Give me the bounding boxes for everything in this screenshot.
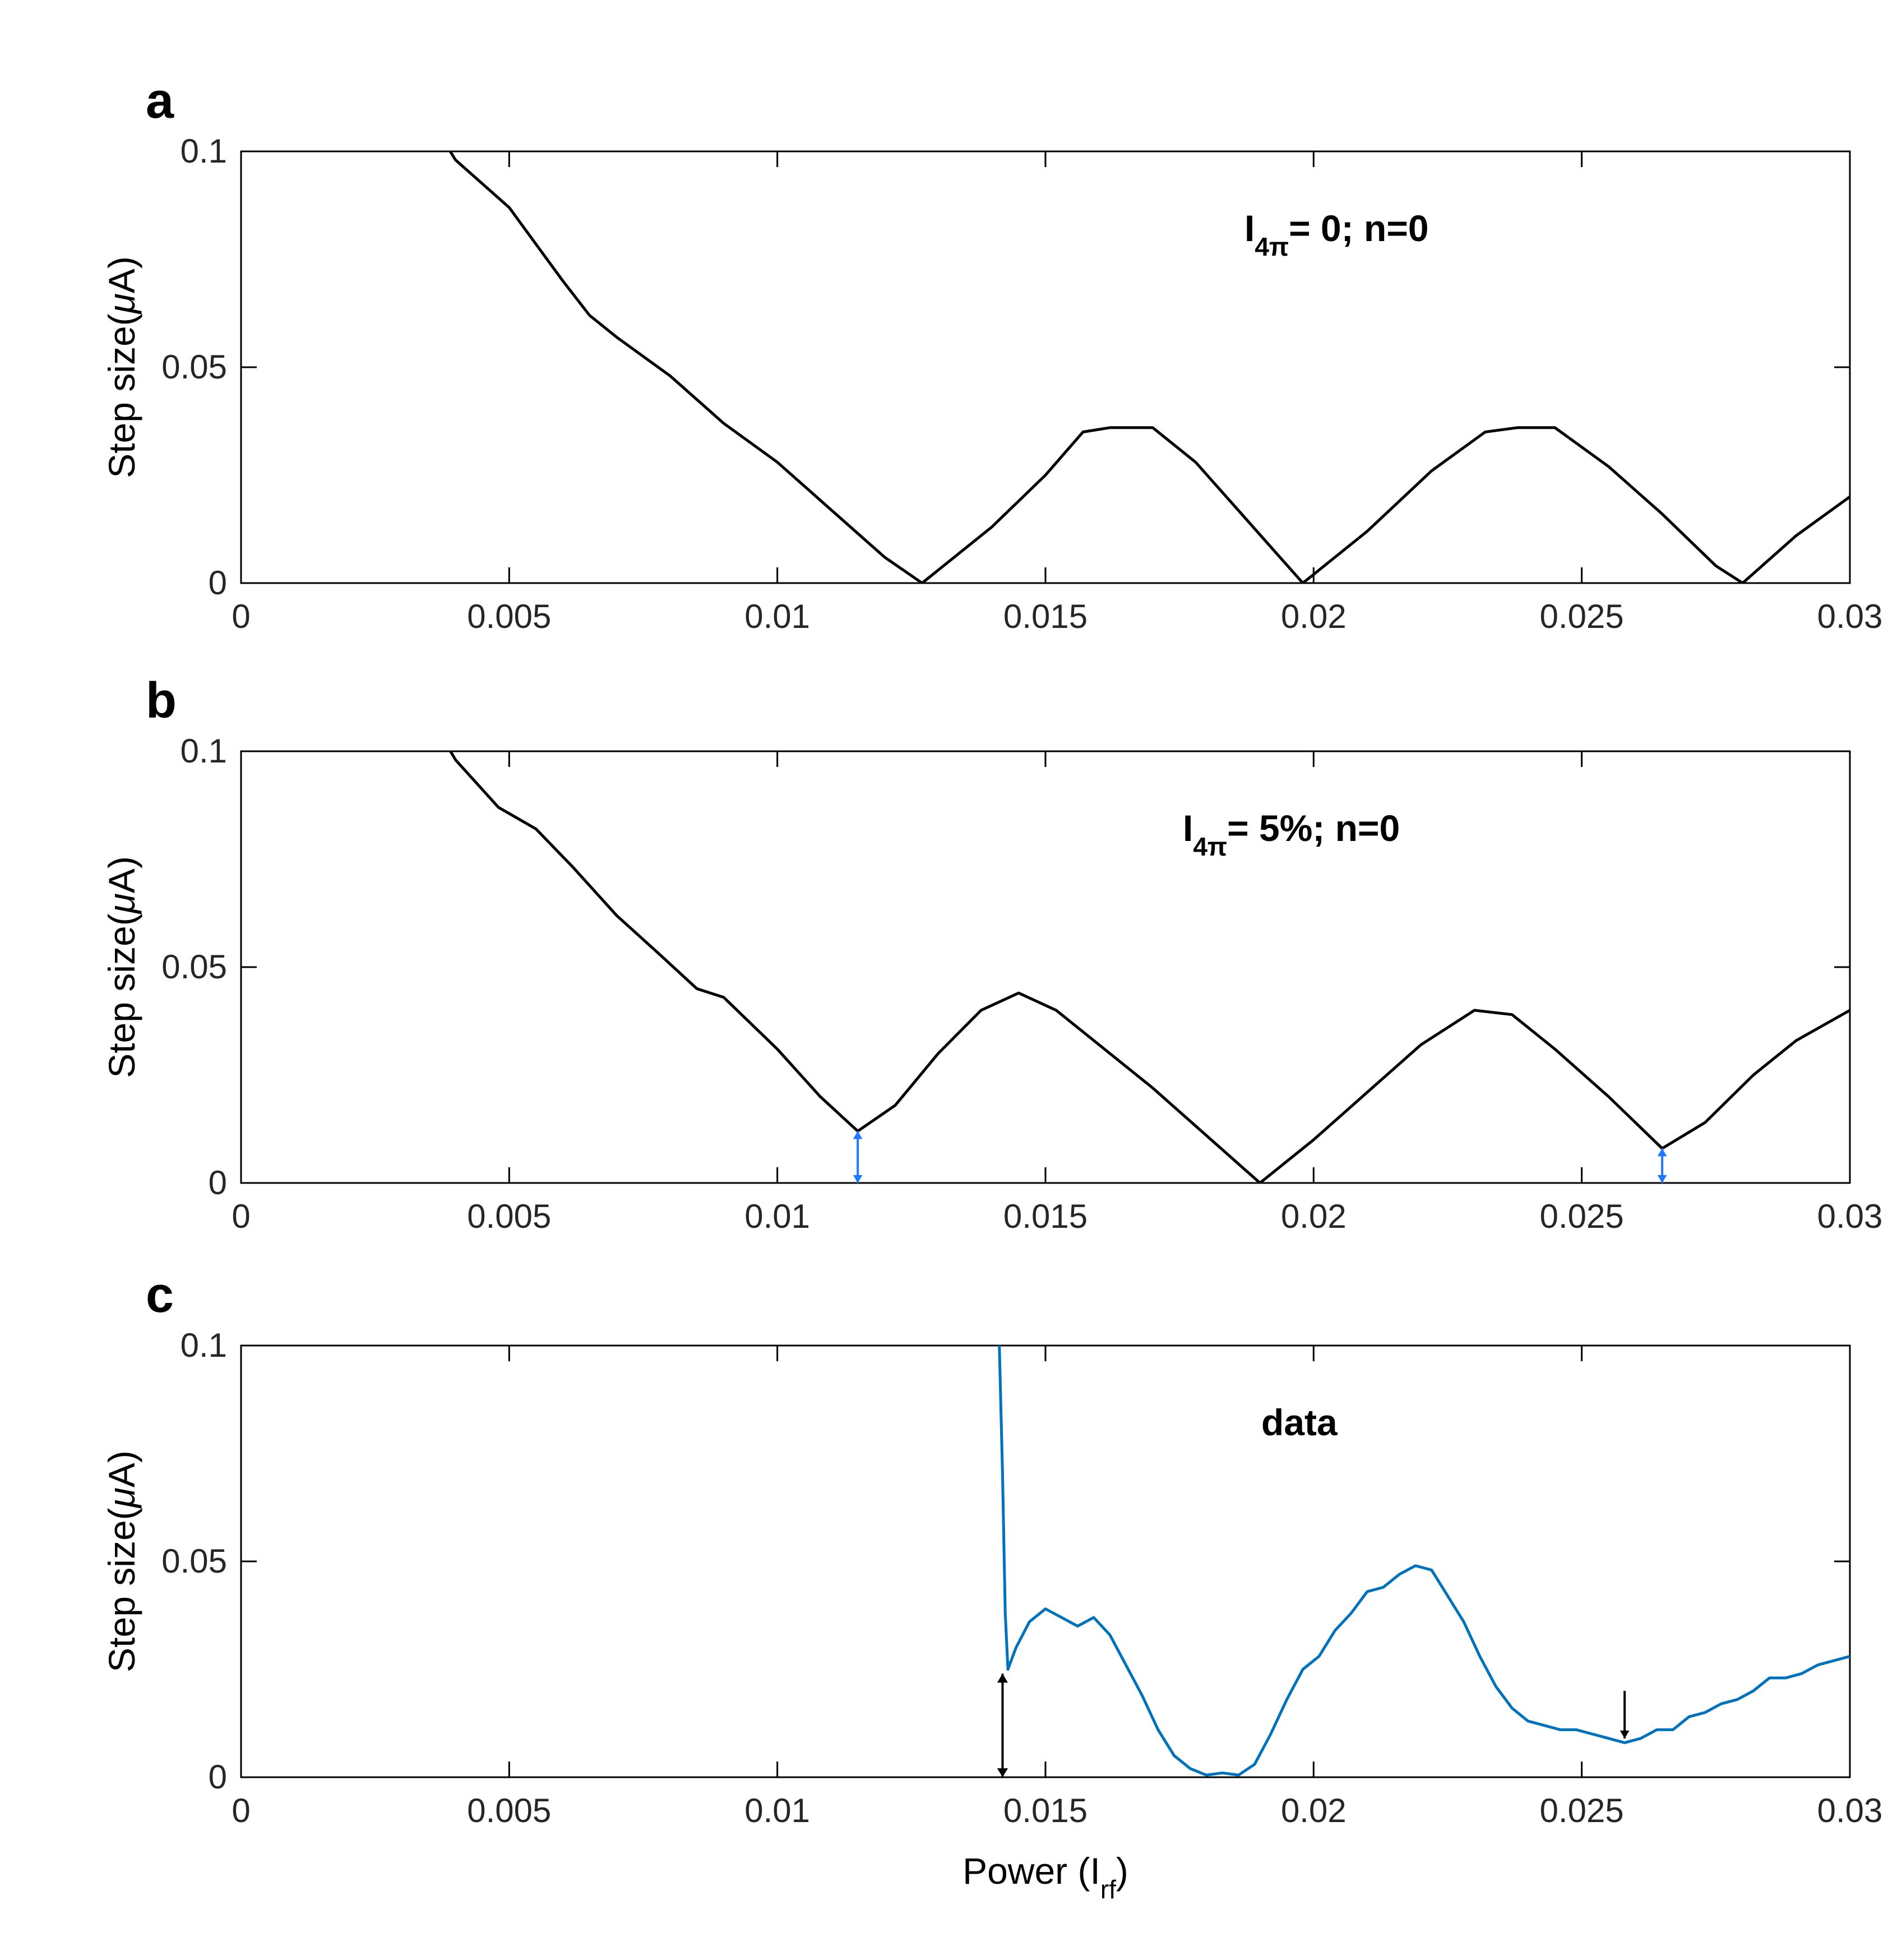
xtick-label: 0.005 [467, 1792, 551, 1829]
xtick-label: 0.03 [1817, 1792, 1883, 1829]
y-axis-label: Step size(μA) [101, 1450, 142, 1672]
xtick-label: 0.005 [467, 1198, 551, 1235]
xtick-label: 0.025 [1540, 1792, 1624, 1829]
panel-annotation: I4π= 5%; n=0 [1183, 807, 1400, 861]
ytick-label: 0.05 [161, 948, 227, 986]
annotation-arrow [1658, 1148, 1667, 1183]
annotation-arrow [997, 1674, 1008, 1777]
ytick-label: 0.05 [161, 348, 227, 386]
xtick-label: 0.02 [1281, 598, 1346, 635]
ytick-label: 0.1 [181, 732, 227, 770]
ytick-label: 0.1 [181, 1326, 227, 1364]
axes-box [241, 151, 1850, 583]
xtick-label: 0.015 [1003, 1198, 1088, 1235]
ytick-label: 0.1 [181, 132, 227, 170]
ytick-label: 0 [209, 564, 227, 602]
axes-box [241, 751, 1850, 1183]
ytick-label: 0 [209, 1758, 227, 1796]
ytick-label: 0.05 [161, 1542, 227, 1580]
annotation-arrow [853, 1131, 863, 1183]
xtick-label: 0.01 [744, 1792, 810, 1829]
data-series [241, 397, 1850, 1183]
panel-letter: c [146, 1267, 174, 1323]
xtick-label: 0.03 [1817, 1198, 1883, 1235]
xtick-label: 0.03 [1817, 598, 1883, 635]
xtick-label: 0.025 [1540, 1198, 1624, 1235]
xtick-label: 0.025 [1540, 598, 1624, 635]
data-series [241, 0, 1850, 583]
annotation-arrow [1620, 1691, 1630, 1739]
y-axis-label: Step size(μA) [101, 256, 142, 478]
xtick-label: 0 [232, 1198, 250, 1235]
figure-container: 0 0.005 0.01 0.015 0.02 0.025 0.03 0 0.05 0.1 Step… [0, 0, 1888, 1960]
x-axis-label: Power (Irf) [962, 1850, 1128, 1904]
data-series [992, 1000, 1850, 1775]
panel-letter: a [146, 73, 174, 129]
panel-annotation: data [1261, 1402, 1338, 1443]
panel-annotation: I4π= 0; n=0 [1244, 207, 1429, 261]
xtick-label: 0 [232, 1792, 250, 1829]
xtick-label: 0.005 [467, 598, 551, 635]
ytick-label: 0 [209, 1164, 227, 1201]
panel-letter: b [146, 673, 177, 729]
axes-box [241, 1346, 1850, 1777]
xtick-label: 0.015 [1003, 598, 1088, 635]
y-axis-label: Step size(μA) [101, 856, 142, 1078]
xtick-label: 0.01 [744, 598, 810, 635]
xtick-label: 0.02 [1281, 1198, 1346, 1235]
xtick-label: 0 [232, 598, 250, 635]
xtick-label: 0.02 [1281, 1792, 1346, 1829]
xtick-label: 0.01 [744, 1198, 810, 1235]
xtick-label: 0.015 [1003, 1792, 1088, 1829]
figure-svg: 0 0.005 0.01 0.015 0.02 0.025 0.03 0 0.05 0.1 Step… [0, 0, 1888, 1960]
